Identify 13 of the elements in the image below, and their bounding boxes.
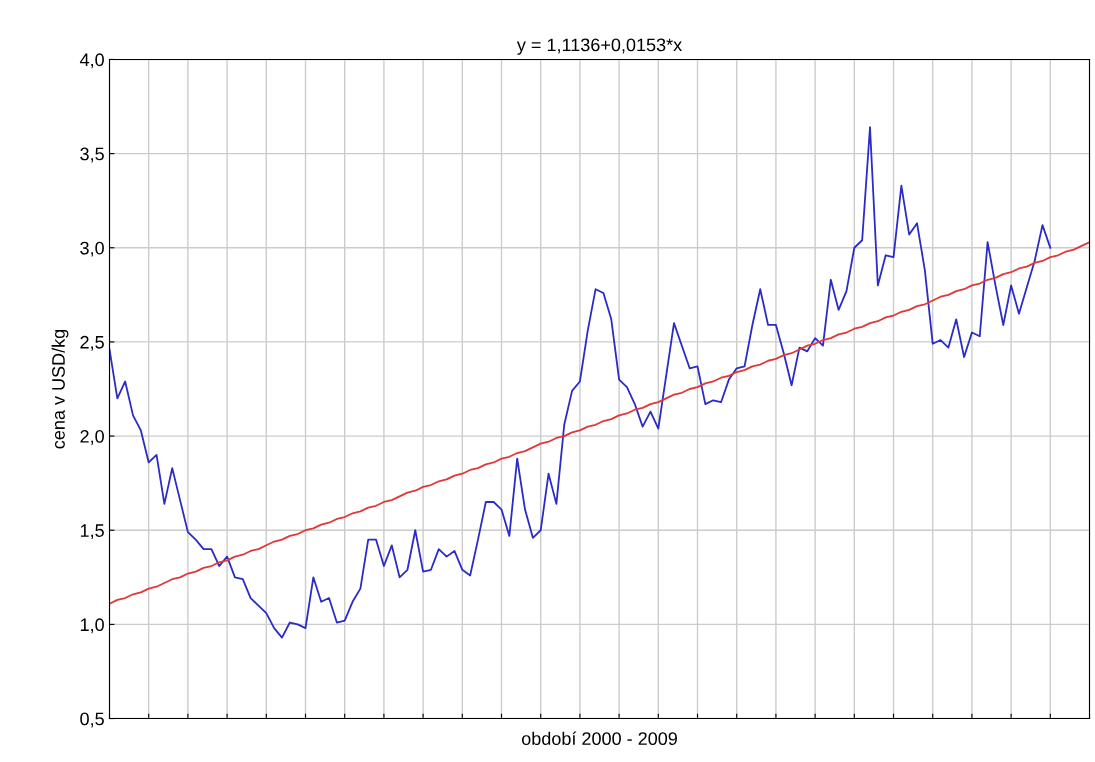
line-series [109, 241, 1090, 605]
y-tick-label: 3,5 [80, 147, 104, 163]
chart-title: y = 1,1136+0,0153*x [516, 38, 682, 55]
y-tick-label: 2,5 [80, 335, 104, 351]
y-axis-title: cena v USD/kg [51, 329, 69, 449]
y-tick-label: 2,0 [80, 430, 104, 445]
y-tick-label: 3,0 [80, 241, 104, 257]
y-tick-label: 0,5 [80, 712, 104, 728]
y-tick-label: 4,0 [79, 53, 104, 69]
x-axis-title: období 2000 - 2009 [521, 731, 677, 746]
y-tick-label: 1,0 [80, 618, 104, 634]
y-tick-label: 1,5 [80, 524, 104, 540]
line-series [109, 126, 1052, 639]
